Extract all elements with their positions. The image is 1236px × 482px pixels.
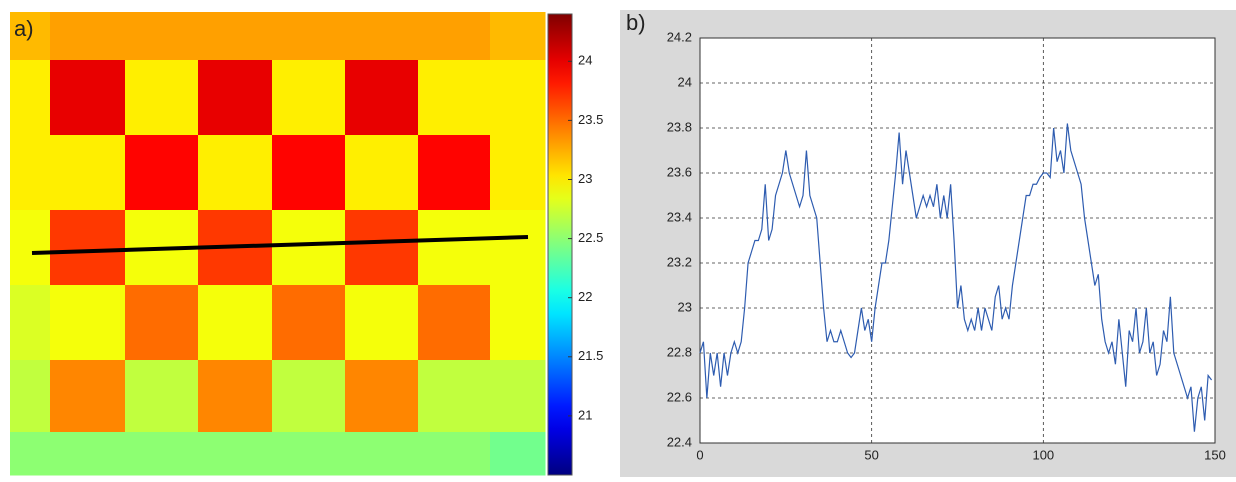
panel-label: b)	[626, 10, 646, 35]
heat-cell	[345, 12, 419, 61]
colorbar-tick-label: 22	[578, 289, 592, 304]
y-tick-label: 23.8	[667, 119, 692, 134]
heat-cell	[125, 60, 199, 136]
y-tick-label: 22.8	[667, 344, 692, 359]
heat-cell	[198, 12, 273, 61]
heat-cell	[418, 360, 491, 433]
heat-cell	[490, 432, 546, 476]
heat-cell	[272, 135, 346, 211]
colorbar-tick-label: 21.5	[578, 348, 603, 363]
x-tick-label: 50	[864, 447, 878, 462]
x-tick-label: 100	[1032, 447, 1054, 462]
colorbar-tick-label: 21	[578, 407, 592, 422]
heat-cell	[10, 135, 51, 211]
colorbar-tick-label: 23.5	[578, 112, 603, 127]
x-tick-label: 150	[1204, 447, 1226, 462]
y-tick-label: 22.4	[667, 434, 692, 449]
panel-label: a)	[14, 16, 34, 41]
y-tick-label: 23.6	[667, 164, 692, 179]
heat-cell	[345, 135, 419, 211]
heat-cell	[125, 432, 199, 476]
plot-area	[699, 37, 1216, 444]
heat-cell	[272, 432, 346, 476]
heat-cell	[490, 360, 546, 433]
heat-cell	[418, 12, 491, 61]
heat-cell	[490, 210, 546, 286]
heat-cell	[10, 12, 51, 61]
colorbar	[547, 13, 573, 476]
profile-line	[31, 235, 529, 255]
colorbar-tick-label: 22.5	[578, 230, 603, 245]
heat-cell	[272, 12, 346, 61]
heat-cell	[10, 60, 51, 136]
heat-cell	[418, 60, 491, 136]
heat-cell	[490, 60, 546, 136]
heat-cell	[272, 360, 346, 433]
heat-cell	[418, 210, 491, 286]
y-tick-label: 24.2	[667, 29, 692, 44]
heat-cell	[198, 135, 273, 211]
heat-cell	[198, 360, 273, 433]
heat-cell	[125, 360, 199, 433]
heat-cell	[345, 360, 419, 433]
heat-cell	[272, 285, 346, 361]
heat-cell	[272, 60, 346, 136]
heat-cell	[418, 432, 491, 476]
heat-cell	[490, 12, 546, 61]
heat-cell	[490, 135, 546, 211]
heat-cell	[50, 432, 126, 476]
heat-cell	[418, 285, 491, 361]
heat-cell	[345, 285, 419, 361]
heat-cell	[198, 432, 273, 476]
heat-cell	[125, 135, 199, 211]
heat-cell	[10, 285, 51, 361]
heat-cell	[125, 12, 199, 61]
heat-cell	[10, 432, 51, 476]
y-tick-label: 23.2	[667, 254, 692, 269]
y-tick-label: 22.6	[667, 389, 692, 404]
heat-cell	[10, 210, 51, 286]
heat-cell	[125, 285, 199, 361]
heat-cell	[345, 60, 419, 136]
x-tick-label: 0	[696, 447, 703, 462]
colorbar-tick-label: 24	[578, 53, 592, 68]
y-tick-label: 23	[678, 299, 692, 314]
heat-cell	[345, 432, 419, 476]
heat-cell	[50, 285, 126, 361]
heat-cell	[198, 60, 273, 136]
heat-cell	[50, 12, 126, 61]
heat-cell	[10, 360, 51, 433]
y-tick-label: 23.4	[667, 209, 692, 224]
heat-cell	[198, 285, 273, 361]
heat-cell	[418, 135, 491, 211]
data-line	[699, 123, 1213, 432]
heat-cell	[50, 135, 126, 211]
heat-cell	[50, 60, 126, 136]
heat-cell	[50, 360, 126, 433]
colorbar-tick-label: 23	[578, 171, 592, 186]
heat-cell	[345, 210, 419, 286]
heat-cell	[272, 210, 346, 286]
heat-cell	[490, 285, 546, 361]
y-tick-label: 24	[678, 74, 692, 89]
heat-cell	[50, 210, 126, 286]
